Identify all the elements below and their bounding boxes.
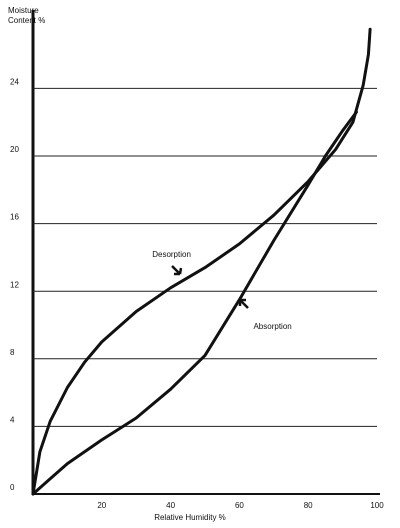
y-axis-label: Moisture xyxy=(8,6,39,15)
annotation-arrow xyxy=(171,265,183,276)
y-tick-label: 0 xyxy=(10,483,15,492)
annotation-arrow xyxy=(238,298,249,309)
y-tick-label: 12 xyxy=(10,280,19,289)
y-tick-label: 8 xyxy=(10,348,15,357)
y-axis-label: Content % xyxy=(8,16,45,25)
y-tick-label: 20 xyxy=(10,145,19,154)
x-tick-label: 100 xyxy=(370,501,384,510)
x-tick-label: 80 xyxy=(304,501,313,510)
line-series xyxy=(31,110,358,496)
series-label: Desorption xyxy=(152,250,191,259)
y-tick-label: 4 xyxy=(10,416,15,425)
series-label: Absorption xyxy=(253,322,291,331)
line-series xyxy=(31,27,372,496)
x-tick-label: 60 xyxy=(235,501,244,510)
y-tick-label: 24 xyxy=(10,78,19,87)
x-tick-label: 20 xyxy=(97,501,106,510)
x-axis-label: Relative Humidity % xyxy=(154,513,226,522)
y-tick-label: 16 xyxy=(10,213,19,222)
x-tick-label: 40 xyxy=(166,501,175,510)
